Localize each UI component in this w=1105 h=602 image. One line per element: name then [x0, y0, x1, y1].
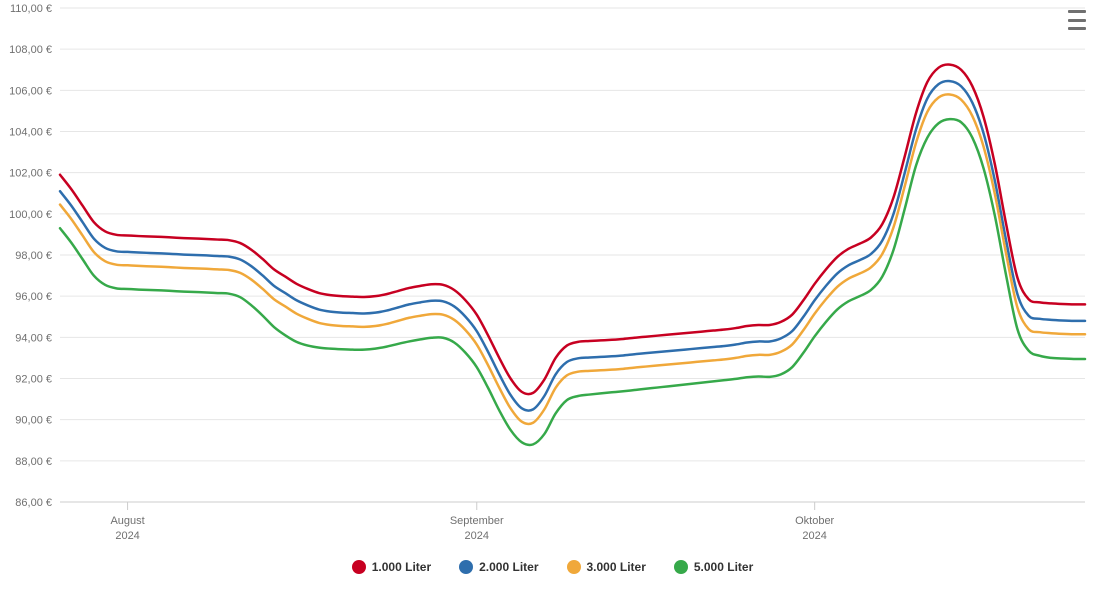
chart-container: 86,00 € 88,00 € 90,00 € 92,00 € 94,00 € 96,00… — [0, 0, 1105, 602]
y-axis-tick-label: 86,00 € — [15, 497, 52, 509]
legend: 1.000 Liter 2.000 Liter 3.000 Liter 5.000 L… — [0, 560, 1105, 577]
x-axis-year-label: 2024 — [802, 530, 826, 542]
line-chart: 86,00 € 88,00 € 90,00 € 92,00 € 94,00 € 96,00… — [0, 0, 1105, 602]
x-axis-month-label: August — [110, 515, 144, 527]
legend-item-1[interactable]: 2.000 Liter — [459, 560, 538, 574]
x-axis-month-label: Oktober — [795, 515, 834, 527]
legend-item-0[interactable]: 1.000 Liter — [352, 560, 431, 574]
legend-swatch-icon — [352, 560, 366, 574]
y-axis-tick-label: 106,00 € — [9, 85, 52, 97]
legend-label: 3.000 Liter — [587, 560, 646, 574]
legend-swatch-icon — [567, 560, 581, 574]
series-line-3 — [60, 119, 1085, 445]
hamburger-menu-button[interactable] — [1065, 10, 1089, 30]
legend-item-3[interactable]: 5.000 Liter — [674, 560, 753, 574]
x-axis-month-label: September — [450, 515, 504, 527]
y-axis-tick-label: 96,00 € — [15, 291, 52, 303]
y-axis-tick-label: 104,00 € — [9, 127, 52, 139]
legend-label: 1.000 Liter — [372, 560, 431, 574]
y-axis-tick-label: 100,00 € — [9, 209, 52, 221]
y-axis-tick-label: 88,00 € — [15, 456, 52, 468]
y-axis-tick-label: 108,00 € — [9, 44, 52, 56]
series-line-0 — [60, 65, 1085, 395]
y-axis-tick-label: 94,00 € — [15, 332, 52, 344]
legend-label: 2.000 Liter — [479, 560, 538, 574]
y-axis-tick-label: 98,00 € — [15, 250, 52, 262]
y-axis-tick-label: 90,00 € — [15, 415, 52, 427]
series-line-2 — [60, 94, 1085, 424]
x-axis-year-label: 2024 — [115, 530, 139, 542]
legend-item-2[interactable]: 3.000 Liter — [567, 560, 646, 574]
legend-swatch-icon — [459, 560, 473, 574]
y-axis-tick-label: 92,00 € — [15, 374, 52, 386]
x-axis-year-label: 2024 — [465, 530, 489, 542]
legend-label: 5.000 Liter — [694, 560, 753, 574]
y-axis-tick-label: 102,00 € — [9, 168, 52, 180]
y-axis-tick-label: 110,00 € — [10, 3, 52, 15]
legend-swatch-icon — [674, 560, 688, 574]
